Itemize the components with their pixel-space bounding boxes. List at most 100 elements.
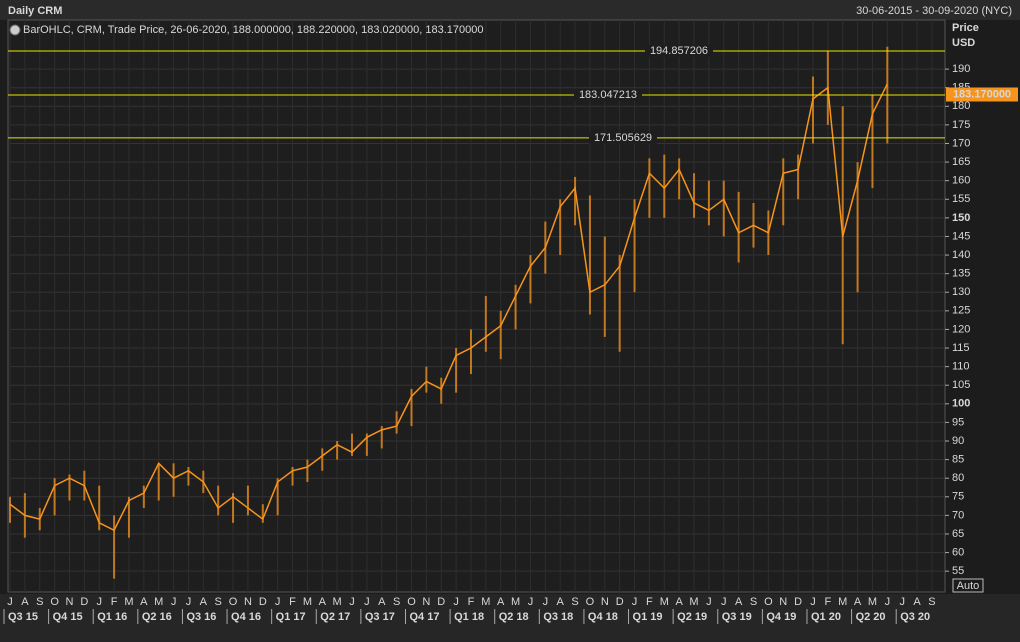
y-axis-label: Price — [952, 22, 979, 34]
plot-content: 194.857206 183.047213 171.505629 — [8, 20, 945, 592]
x-tick-label: J — [706, 596, 712, 608]
x-tick-label: A — [557, 596, 565, 608]
x-tick-label: A — [913, 596, 921, 608]
chart-title: Daily CRM — [8, 5, 62, 17]
quarter-label: Q4 19 — [766, 611, 796, 623]
x-tick-label: N — [66, 596, 74, 608]
x-tick-label: D — [437, 596, 445, 608]
x-tick-label: D — [259, 596, 267, 608]
x-tick-label: M — [333, 596, 342, 608]
x-tick-label: J — [899, 596, 905, 608]
x-axis-strip — [0, 594, 1020, 642]
y-tick-label: 120 — [952, 323, 970, 335]
scale-mode-box[interactable] — [952, 578, 984, 593]
x-tick-label: J — [810, 596, 816, 608]
x-tick-label: D — [794, 596, 802, 608]
x-tick-label: A — [378, 596, 386, 608]
y-tick-label: 95 — [952, 416, 964, 428]
y-tick-label: 55 — [952, 565, 964, 577]
x-tick-label: M — [660, 596, 669, 608]
x-tick-label: N — [422, 596, 430, 608]
x-tick-label: J — [96, 596, 102, 608]
x-tick-label: F — [824, 596, 831, 608]
quarter-label: Q3 20 — [900, 611, 930, 623]
level-label: 171.505629 — [594, 132, 652, 144]
x-tick-label: M — [511, 596, 520, 608]
x-tick-label: M — [868, 596, 877, 608]
y-tick-label: 190 — [952, 63, 970, 75]
quarter-label: Q1 18 — [454, 611, 484, 623]
quarter-label: Q2 18 — [499, 611, 529, 623]
y-tick-label: 175 — [952, 119, 970, 131]
y-tick-label: 125 — [952, 305, 970, 317]
quarter-label: Q3 17 — [365, 611, 395, 623]
y-tick-label: 100 — [952, 398, 970, 410]
x-tick-label: F — [468, 596, 475, 608]
x-tick-label: M — [154, 596, 163, 608]
x-tick-label: O — [407, 596, 416, 608]
x-tick-label: J — [7, 596, 13, 608]
x-tick-label: S — [571, 596, 578, 608]
x-tick-label: J — [349, 596, 355, 608]
y-tick-label: 150 — [952, 212, 970, 224]
y-tick-label: 65 — [952, 528, 964, 540]
last-price-label: 183.170000 — [953, 88, 1011, 100]
y-tick-label: 170 — [952, 137, 970, 149]
x-tick-label: A — [854, 596, 862, 608]
x-tick-label: M — [481, 596, 490, 608]
quarter-label: Q3 19 — [722, 611, 752, 623]
quarter-label: Q1 19 — [633, 611, 663, 623]
x-tick-label: S — [750, 596, 757, 608]
x-tick-label: J — [453, 596, 459, 608]
x-tick-label: J — [721, 596, 727, 608]
x-tick-label: N — [601, 596, 609, 608]
y-tick-label: 85 — [952, 454, 964, 466]
y-tick-label: 145 — [952, 230, 970, 242]
y-tick-label: 155 — [952, 193, 970, 205]
close-line — [9, 83, 889, 532]
legend-entry: BarOHLC, CRM, Trade Price, 26-06-2020, 1… — [23, 24, 484, 36]
y-tick-label: 160 — [952, 175, 970, 187]
x-tick-label: S — [928, 596, 935, 608]
x-tick-label: A — [497, 596, 505, 608]
x-tick-label: A — [21, 596, 29, 608]
quarter-label: Q4 16 — [231, 611, 261, 623]
quarter-label: Q1 16 — [97, 611, 127, 623]
x-tick-label: J — [528, 596, 534, 608]
x-tick-label: A — [140, 596, 148, 608]
x-tick-label: J — [275, 596, 281, 608]
scale-mode[interactable]: Auto — [957, 580, 980, 592]
quarter-label: Q1 17 — [276, 611, 306, 623]
x-tick-label: M — [838, 596, 847, 608]
y-tick-label: 180 — [952, 100, 970, 112]
level-label-bg — [645, 45, 713, 58]
x-tick-label: J — [885, 596, 891, 608]
x-tick-label: J — [186, 596, 192, 608]
x-tick-label: F — [289, 596, 296, 608]
x-tick-label: F — [111, 596, 118, 608]
y-tick-label: 135 — [952, 268, 970, 280]
y-tick-label: 165 — [952, 156, 970, 168]
x-tick-label: O — [586, 596, 595, 608]
quarter-label: Q1 20 — [811, 611, 841, 623]
x-tick-label: F — [646, 596, 653, 608]
x-tick-label: A — [735, 596, 743, 608]
quarter-label: Q2 16 — [142, 611, 172, 623]
y-tick-label: 115 — [952, 342, 970, 354]
x-tick-label: S — [215, 596, 222, 608]
x-tick-label: N — [779, 596, 787, 608]
y-axis-unit: USD — [952, 37, 975, 49]
x-tick-label: O — [764, 596, 773, 608]
x-tick-label: M — [689, 596, 698, 608]
level-label: 183.047213 — [579, 89, 637, 101]
quarter-label: Q4 17 — [409, 611, 439, 623]
level-label-bg — [589, 131, 657, 144]
y-tick-label: 130 — [952, 286, 970, 298]
x-tick-label: J — [171, 596, 177, 608]
x-tick-label: S — [393, 596, 400, 608]
x-tick-label: N — [244, 596, 252, 608]
x-tick-label: J — [543, 596, 549, 608]
x-tick-label: A — [200, 596, 208, 608]
quarter-label: Q4 15 — [53, 611, 83, 623]
